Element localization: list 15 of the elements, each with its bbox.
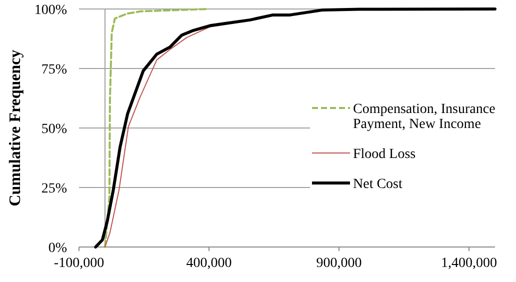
y-tick-label: 50% (41, 122, 68, 137)
y-tick-label: 75% (41, 62, 68, 78)
legend-label: Flood Loss (353, 147, 416, 162)
x-tick-label: 400,000 (186, 256, 232, 271)
y-axis-title: Cumulative Frequency (7, 50, 24, 206)
x-tick-label: 900,000 (316, 256, 362, 271)
x-tick-label: 1,400,000 (441, 256, 497, 271)
y-tick-label: 0% (48, 241, 68, 256)
y-tick-label: 25% (41, 182, 68, 196)
legend-label: Compensation, Insurance Payment, New Income (353, 102, 496, 132)
y-tick-label: 100% (34, 3, 68, 18)
legend-label: Net Cost (353, 177, 402, 192)
line-series (94, 8, 496, 248)
x-tick-label: -100,000 (54, 256, 104, 271)
line-series (104, 8, 210, 248)
